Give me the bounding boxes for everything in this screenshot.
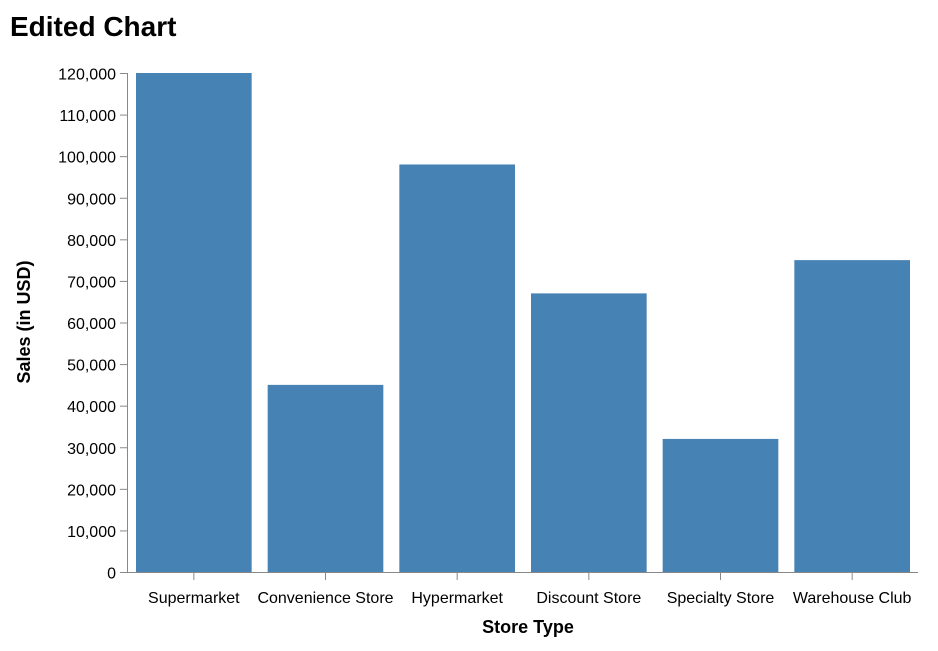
bar[interactable] — [267, 384, 384, 572]
x-axis-title: Store Type — [482, 617, 574, 637]
x-tick-label: Hypermarket — [411, 590, 503, 607]
y-tick-label: 40,000 — [67, 399, 116, 416]
y-axis-title: Sales (in USD) — [14, 260, 34, 383]
x-tick-label: Supermarket — [148, 590, 240, 607]
bars-group — [136, 73, 910, 572]
y-tick-label: 90,000 — [67, 191, 116, 208]
y-tick-label: 10,000 — [67, 524, 116, 541]
bar[interactable] — [136, 73, 252, 572]
y-tick-label: 70,000 — [67, 274, 116, 291]
bar[interactable] — [662, 438, 779, 572]
bar[interactable] — [794, 260, 910, 572]
bar[interactable] — [399, 164, 515, 572]
y-tick-label: 100,000 — [58, 150, 116, 167]
chart-title: Edited Chart — [10, 11, 176, 42]
x-tick-label: Warehouse Club — [793, 590, 912, 607]
x-axis: Supermarket Convenience Store Hypermarket D… — [127, 572, 918, 607]
x-tick-label: Convenience Store — [257, 590, 393, 607]
y-tick-label: 80,000 — [67, 233, 116, 250]
y-tick-label: 120,000 — [58, 67, 116, 84]
y-tick-label: 60,000 — [67, 316, 116, 333]
y-tick-label: 0 — [107, 566, 116, 583]
bar[interactable] — [531, 293, 647, 572]
y-tick-label: 110,000 — [59, 108, 116, 125]
x-tick-label: Discount Store — [536, 590, 641, 607]
x-tick-label: Specialty Store — [667, 590, 775, 607]
y-tick-label: 50,000 — [67, 358, 116, 375]
y-axis: 0 10,000 20,000 30,000 40,000 50,000 60,000 70,… — [58, 67, 128, 583]
y-tick-label: 30,000 — [67, 441, 116, 458]
y-tick-label: 20,000 — [67, 482, 116, 499]
